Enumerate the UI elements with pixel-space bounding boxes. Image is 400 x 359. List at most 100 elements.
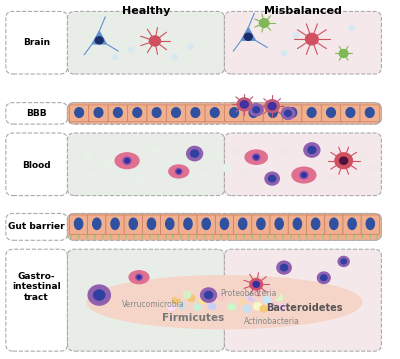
Circle shape — [340, 157, 348, 164]
Circle shape — [251, 292, 258, 298]
Polygon shape — [92, 31, 106, 44]
FancyBboxPatch shape — [252, 215, 270, 234]
Circle shape — [248, 294, 255, 300]
Circle shape — [281, 107, 295, 120]
Circle shape — [281, 51, 287, 56]
FancyBboxPatch shape — [68, 133, 224, 196]
Circle shape — [136, 274, 142, 280]
Circle shape — [83, 154, 91, 161]
Circle shape — [260, 306, 267, 312]
Circle shape — [218, 293, 225, 300]
FancyBboxPatch shape — [6, 249, 68, 351]
Ellipse shape — [129, 218, 137, 229]
Circle shape — [268, 103, 276, 110]
Circle shape — [244, 33, 252, 40]
Circle shape — [338, 256, 349, 266]
Circle shape — [183, 291, 191, 298]
Ellipse shape — [158, 286, 186, 300]
Ellipse shape — [179, 282, 209, 298]
Ellipse shape — [245, 150, 267, 164]
FancyBboxPatch shape — [106, 215, 124, 234]
FancyBboxPatch shape — [288, 215, 306, 234]
Ellipse shape — [330, 218, 338, 229]
FancyBboxPatch shape — [224, 214, 382, 240]
Ellipse shape — [202, 218, 210, 229]
FancyBboxPatch shape — [263, 105, 282, 122]
Circle shape — [232, 146, 240, 154]
Circle shape — [300, 172, 308, 178]
Circle shape — [176, 292, 183, 298]
Circle shape — [128, 47, 134, 52]
Text: Blood: Blood — [22, 161, 51, 170]
Ellipse shape — [129, 271, 149, 284]
Ellipse shape — [166, 218, 174, 229]
Ellipse shape — [114, 108, 122, 117]
FancyBboxPatch shape — [179, 215, 197, 234]
FancyBboxPatch shape — [215, 215, 234, 234]
FancyBboxPatch shape — [68, 214, 382, 240]
Circle shape — [135, 175, 143, 182]
Circle shape — [187, 146, 202, 161]
Circle shape — [254, 303, 262, 310]
Circle shape — [253, 281, 260, 287]
Circle shape — [335, 153, 352, 169]
FancyBboxPatch shape — [147, 105, 166, 122]
Ellipse shape — [169, 165, 189, 178]
Circle shape — [263, 297, 270, 303]
FancyBboxPatch shape — [68, 214, 224, 240]
Ellipse shape — [327, 108, 335, 117]
Circle shape — [269, 302, 276, 309]
Ellipse shape — [307, 108, 316, 117]
Ellipse shape — [150, 293, 172, 305]
Circle shape — [285, 110, 292, 116]
Ellipse shape — [293, 218, 302, 229]
FancyBboxPatch shape — [166, 105, 186, 122]
Circle shape — [328, 175, 336, 182]
Text: Actinobacteria: Actinobacteria — [244, 317, 300, 326]
Circle shape — [91, 172, 99, 179]
Circle shape — [209, 303, 216, 309]
FancyBboxPatch shape — [6, 214, 68, 240]
Ellipse shape — [257, 218, 265, 229]
Ellipse shape — [365, 108, 374, 117]
FancyBboxPatch shape — [6, 103, 68, 124]
Text: Misbalanced: Misbalanced — [264, 6, 342, 16]
FancyBboxPatch shape — [361, 215, 380, 234]
Ellipse shape — [230, 108, 238, 117]
FancyBboxPatch shape — [70, 215, 88, 234]
Circle shape — [137, 276, 141, 279]
FancyBboxPatch shape — [224, 103, 382, 124]
Circle shape — [302, 173, 306, 177]
Circle shape — [151, 146, 159, 154]
Circle shape — [202, 172, 210, 179]
Circle shape — [123, 157, 131, 164]
Circle shape — [304, 143, 320, 157]
Circle shape — [239, 299, 246, 306]
Ellipse shape — [93, 218, 101, 229]
Circle shape — [360, 154, 368, 161]
Text: Gut barrier: Gut barrier — [8, 222, 65, 231]
Circle shape — [149, 36, 160, 46]
Circle shape — [237, 98, 252, 111]
Circle shape — [243, 305, 251, 312]
Circle shape — [339, 50, 348, 57]
Circle shape — [206, 292, 213, 298]
Ellipse shape — [133, 108, 142, 117]
Ellipse shape — [346, 108, 355, 117]
Circle shape — [349, 26, 354, 31]
Circle shape — [253, 154, 260, 160]
FancyBboxPatch shape — [360, 105, 380, 122]
Circle shape — [280, 264, 288, 271]
FancyBboxPatch shape — [88, 215, 106, 234]
Circle shape — [177, 170, 180, 173]
Circle shape — [112, 55, 118, 60]
Ellipse shape — [228, 283, 259, 299]
Circle shape — [168, 304, 175, 310]
FancyBboxPatch shape — [108, 105, 128, 122]
Ellipse shape — [152, 108, 161, 117]
Ellipse shape — [172, 108, 180, 117]
Circle shape — [172, 297, 180, 304]
Circle shape — [321, 275, 327, 281]
Circle shape — [293, 33, 299, 38]
FancyBboxPatch shape — [70, 105, 89, 122]
